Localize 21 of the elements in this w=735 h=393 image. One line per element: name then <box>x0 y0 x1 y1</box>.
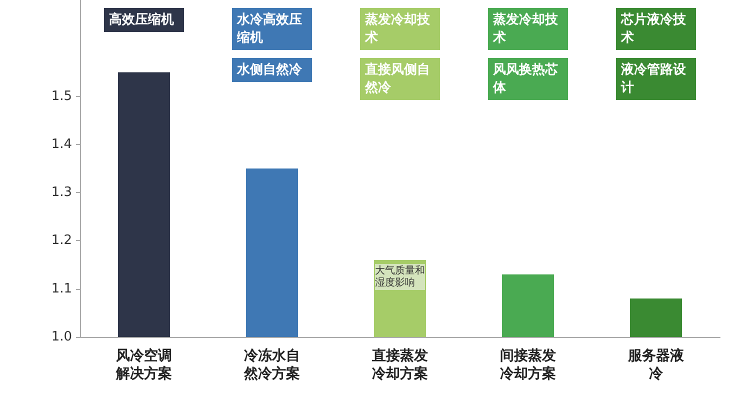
annotation: 大气质量和湿度影响 <box>375 264 425 288</box>
annotation: 水冷高效压缩机 <box>236 12 302 46</box>
annotation: 液冷管路设计 <box>620 62 687 96</box>
annotation: 风风换热芯体 <box>492 62 558 96</box>
annotation: 高效压缩机 <box>109 12 174 28</box>
x-tick-label: 直接蒸发冷却方案 <box>371 347 428 382</box>
y-tick-label: 1.0 <box>51 330 72 344</box>
x-tick-label: 服务器液冷 <box>627 347 685 382</box>
annotation: 蒸发冷却技术 <box>364 12 431 46</box>
annotation: 蒸发冷却技术 <box>492 12 559 46</box>
annotation: 芯片液冷技术 <box>620 12 687 46</box>
x-tick-label: 间接蒸发冷却方案 <box>500 347 556 382</box>
annotation: 直接风侧自然冷 <box>364 62 430 96</box>
y-tick-label: 1.2 <box>51 233 72 248</box>
x-tick-label: 冷冻水自然冷方案 <box>243 347 300 382</box>
y-tick-label: 1.1 <box>51 281 72 296</box>
y-tick-label: 1.4 <box>51 136 72 152</box>
x-tick-label: 风冷空调解决方案 <box>115 347 172 382</box>
y-tick-label: 1.3 <box>51 185 72 200</box>
annotation: 水侧自然冷 <box>236 62 303 78</box>
y-tick-label: 1.5 <box>51 88 72 104</box>
